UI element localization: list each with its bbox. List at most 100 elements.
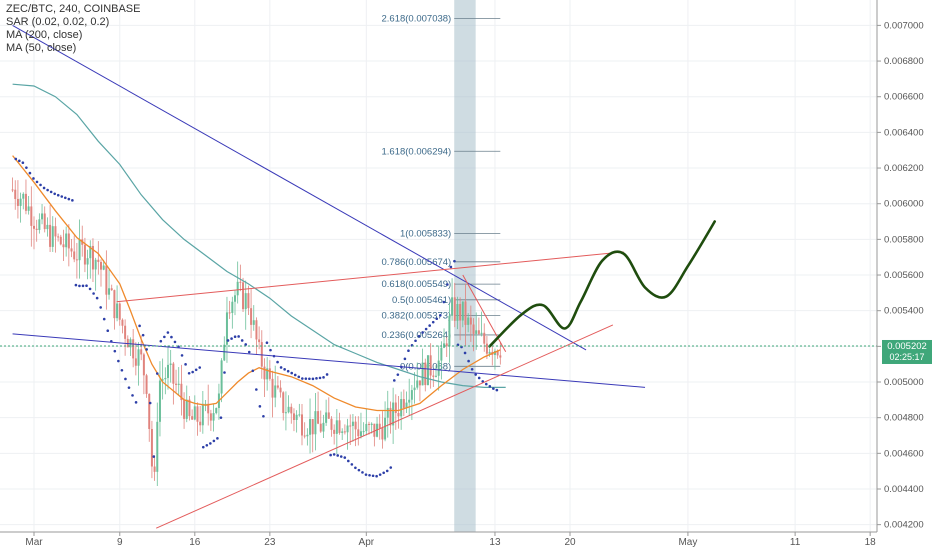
candle-body bbox=[142, 354, 145, 376]
sar-dot bbox=[350, 463, 354, 466]
candle-body bbox=[247, 293, 250, 309]
sar-dot bbox=[361, 471, 364, 474]
candle-body bbox=[191, 416, 194, 420]
sar-dot bbox=[290, 371, 294, 375]
sar-dot bbox=[134, 401, 138, 404]
sar-dot bbox=[71, 199, 74, 202]
x-tick-label: 11 bbox=[790, 537, 801, 548]
candle-body bbox=[373, 423, 376, 437]
candle-body bbox=[148, 393, 151, 429]
sar-dot bbox=[152, 455, 156, 458]
sar-dot bbox=[226, 339, 230, 342]
sar-dot bbox=[318, 376, 322, 380]
sar-dot bbox=[78, 284, 81, 288]
sar-dot bbox=[88, 287, 92, 291]
candle-body bbox=[467, 317, 470, 325]
y-tick-label: 0.004200 bbox=[884, 520, 924, 531]
sar-dot bbox=[113, 349, 117, 353]
sar-dot bbox=[336, 454, 339, 457]
projection-curve bbox=[488, 220, 716, 348]
y-tick-label: 0.006000 bbox=[884, 199, 924, 210]
y-tick-label: 0.004400 bbox=[884, 484, 924, 495]
candle-body bbox=[260, 342, 263, 367]
candle-body bbox=[298, 414, 301, 416]
ma50-legend[interactable]: MA (50, close) bbox=[6, 42, 77, 54]
fib-highlight-band bbox=[454, 0, 476, 532]
candle-body bbox=[325, 412, 328, 423]
candle-body bbox=[451, 297, 454, 316]
sar-dot bbox=[396, 373, 400, 376]
sar-dot bbox=[56, 193, 60, 197]
sar-dot bbox=[283, 368, 286, 371]
x-tick-label: 16 bbox=[189, 537, 201, 548]
candle-body bbox=[378, 423, 381, 429]
x-tick-label: May bbox=[678, 537, 697, 548]
candle-body bbox=[19, 198, 22, 206]
candle-body bbox=[73, 251, 76, 260]
time-axis: Mar91623Apr1320May111825 bbox=[25, 532, 876, 548]
candle-body bbox=[437, 360, 440, 376]
candle-body bbox=[67, 233, 70, 249]
price-axis: 0.007000 0.006800 0.006600 0.006400 0.006200… bbox=[877, 20, 924, 531]
candle-body bbox=[14, 189, 17, 199]
candle-body bbox=[172, 363, 175, 384]
candle-body bbox=[244, 293, 247, 310]
sar-legend[interactable]: SAR (0.02, 0.02, 0.2) bbox=[6, 16, 110, 28]
candle-body bbox=[209, 413, 212, 421]
candle-body bbox=[38, 219, 41, 230]
candle-body bbox=[234, 295, 236, 302]
sar-dot bbox=[191, 370, 194, 374]
fib-level-label: 0.786(0.005674) bbox=[381, 257, 451, 268]
sar-dot bbox=[262, 414, 265, 418]
candle-body bbox=[193, 406, 196, 420]
sar-dot bbox=[251, 369, 255, 373]
candle-body bbox=[357, 429, 360, 437]
candle-body bbox=[499, 355, 502, 358]
y-tick-label: 0.005600 bbox=[884, 270, 924, 281]
sar-dot bbox=[269, 348, 272, 352]
sar-dot bbox=[155, 372, 159, 375]
fib-level-label: 0.5(0.005461) bbox=[392, 295, 451, 306]
y-tick-label: 0.005400 bbox=[884, 306, 924, 317]
candle-body bbox=[220, 360, 223, 394]
trendline[interactable] bbox=[12, 24, 587, 351]
candle-body bbox=[432, 375, 435, 377]
sar-dot bbox=[481, 380, 485, 383]
candle-body bbox=[410, 390, 413, 400]
candle-body bbox=[207, 403, 210, 414]
candle-body bbox=[108, 288, 111, 295]
sar-dot bbox=[124, 377, 127, 381]
candle-body bbox=[394, 402, 397, 413]
trendline[interactable] bbox=[156, 324, 614, 529]
candle-body bbox=[83, 244, 86, 265]
candle-body bbox=[223, 344, 226, 361]
sar-dot bbox=[474, 373, 477, 376]
sar-dot bbox=[375, 474, 378, 478]
trendline[interactable] bbox=[12, 333, 646, 388]
trendline[interactable] bbox=[116, 251, 624, 303]
x-tick-label: 13 bbox=[489, 537, 501, 548]
candle-body bbox=[91, 245, 94, 270]
symbol-title[interactable]: ZEC/BTC, 240, COINBASE bbox=[6, 3, 141, 15]
sar-dot bbox=[357, 468, 361, 472]
candle-body bbox=[46, 224, 49, 230]
sar-dot bbox=[297, 375, 301, 379]
sar-dot bbox=[92, 292, 95, 295]
trendline[interactable] bbox=[462, 274, 507, 352]
sar-dot bbox=[18, 159, 21, 163]
candle-body bbox=[201, 403, 204, 426]
candle-body bbox=[464, 301, 467, 325]
y-tick-label: 0.006400 bbox=[884, 127, 924, 138]
sar-dot bbox=[438, 314, 442, 317]
sar-dot bbox=[488, 385, 492, 388]
candle-body bbox=[255, 320, 258, 340]
candle-body bbox=[43, 213, 46, 230]
candle-body bbox=[469, 317, 472, 325]
sar-dot bbox=[368, 473, 371, 477]
sar-dot bbox=[237, 335, 240, 338]
ma200-legend[interactable]: MA (200, close) bbox=[6, 29, 83, 41]
sar-dot bbox=[99, 306, 102, 309]
sar-dot bbox=[32, 177, 35, 180]
sar-dot bbox=[279, 366, 283, 369]
